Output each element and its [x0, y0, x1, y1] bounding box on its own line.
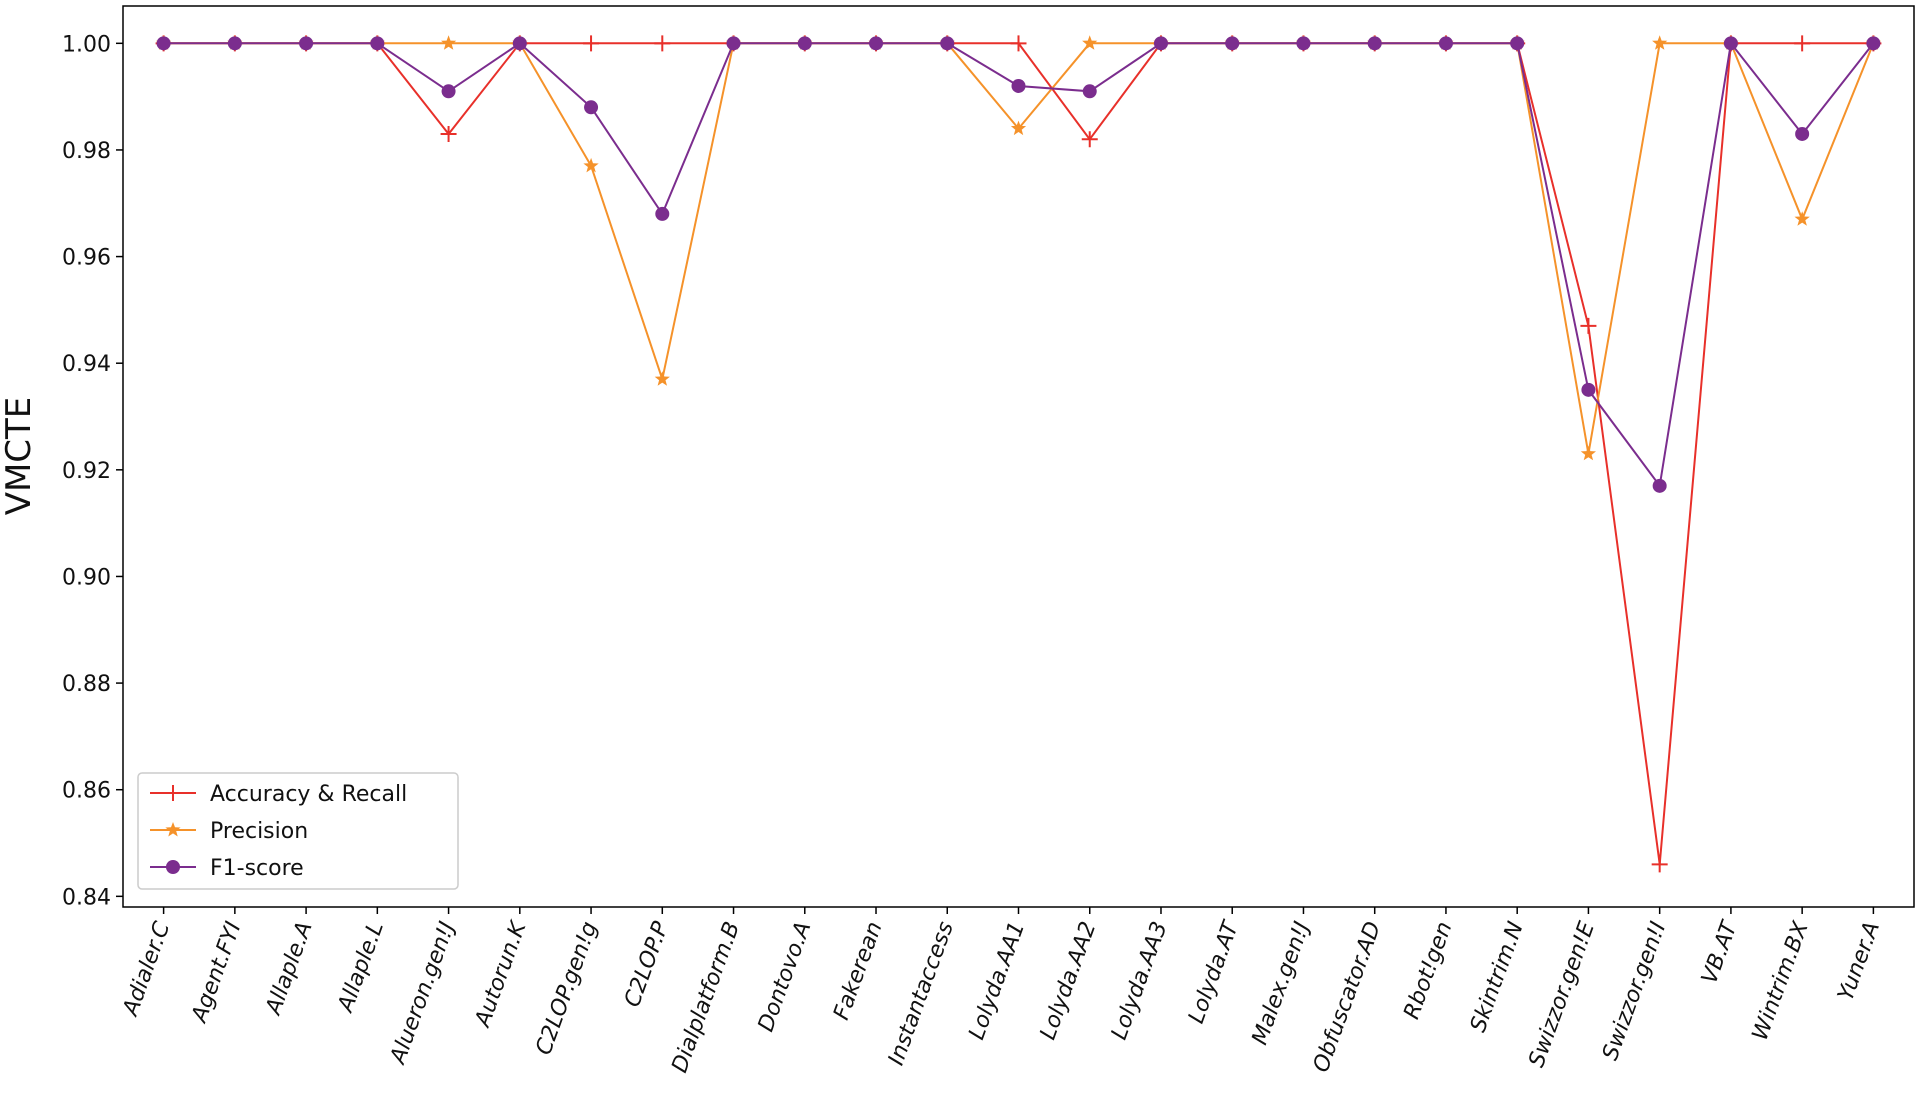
- x-tick-label: Dontovo.A: [754, 919, 817, 1036]
- marker-circle: [299, 36, 314, 51]
- x-tick-label: Obfuscator.AD: [1309, 919, 1387, 1076]
- marker-circle: [1581, 382, 1596, 397]
- series-line: [163, 42, 1875, 454]
- marker-plus: [440, 125, 457, 142]
- marker-circle: [655, 206, 670, 221]
- marker-plus: [583, 35, 600, 52]
- marker-circle: [1367, 36, 1382, 51]
- marker-circle: [166, 860, 180, 874]
- y-tick-label: 1.00: [62, 32, 111, 57]
- marker-star: [1652, 35, 1668, 50]
- y-tick-label: 0.96: [62, 246, 111, 271]
- marker-circle: [1795, 126, 1810, 141]
- y-tick-label: 0.88: [62, 672, 111, 697]
- y-tick-label: 0.86: [62, 779, 111, 804]
- marker-circle: [512, 36, 527, 51]
- marker-circle: [1652, 478, 1667, 493]
- x-tick-label: Swizzor.gen!E: [1524, 918, 1600, 1070]
- x-tick-label: Lolyda.AA3: [1107, 919, 1173, 1043]
- marker-circle: [726, 36, 741, 51]
- x-tick-label: VB.AT: [1697, 917, 1743, 987]
- x-tick-label: Allaple.A: [261, 919, 318, 1020]
- x-tick-label: Allaple.L: [333, 919, 389, 1017]
- x-tick-label: Agent.FYI: [186, 919, 246, 1028]
- marker-circle: [370, 36, 385, 51]
- y-tick-label: 0.84: [62, 885, 111, 910]
- x-tick-label: Fakerean: [829, 919, 888, 1024]
- marker-circle: [940, 36, 955, 51]
- marker-circle: [156, 36, 171, 51]
- x-tick-label: Autorun.K: [470, 917, 532, 1032]
- marker-star: [1082, 35, 1098, 50]
- series-line: [163, 40, 1875, 489]
- marker-plus: [1081, 131, 1098, 148]
- marker-circle: [227, 36, 242, 51]
- x-tick-label: Lolyda.AA2: [1036, 919, 1102, 1043]
- x-tick-label: Instantaccess: [884, 919, 959, 1069]
- x-tick-label: Alueron.gen!J: [385, 919, 460, 1069]
- x-tick-label: C2LOP.P: [620, 918, 674, 1011]
- y-tick-label: 0.90: [62, 565, 111, 590]
- y-tick-label: 0.98: [62, 139, 111, 164]
- marker-circle: [1510, 36, 1525, 51]
- plot-frame: [122, 5, 1915, 908]
- y-tick-label: 0.94: [62, 352, 111, 377]
- marker-plus: [1794, 35, 1811, 52]
- marker-plus: [1651, 856, 1668, 873]
- marker-circle: [1866, 36, 1881, 51]
- x-tick-label: Lolyda.AA1: [964, 919, 1030, 1043]
- legend-label: F1-score: [210, 856, 304, 881]
- x-tick-label: Malex.gen!J: [1248, 919, 1316, 1049]
- marker-star: [1794, 211, 1810, 226]
- marker-plus: [165, 785, 181, 801]
- marker-star: [654, 371, 670, 386]
- marker-plus: [1580, 317, 1597, 334]
- marker-circle: [1723, 36, 1738, 51]
- marker-circle: [1082, 84, 1097, 99]
- marker-circle: [1153, 36, 1168, 51]
- marker-plus: [654, 35, 671, 52]
- marker-circle: [869, 36, 884, 51]
- marker-circle: [1225, 36, 1240, 51]
- marker-star: [1010, 120, 1027, 136]
- x-tick-label: Adialer.C: [118, 918, 176, 1021]
- x-tick-label: Lolyda.AT: [1184, 917, 1244, 1027]
- x-tick-label: Rbot!gen: [1399, 919, 1457, 1023]
- x-tick-label: C2LOP.gen!g: [531, 918, 602, 1058]
- legend-box: [137, 772, 459, 890]
- marker-circle: [1438, 36, 1453, 51]
- marker-circle: [797, 36, 812, 51]
- marker-star: [583, 157, 599, 173]
- y-tick-label: 0.92: [62, 459, 111, 484]
- marker-circle: [1296, 36, 1311, 51]
- marker-circle: [584, 100, 599, 115]
- marker-circle: [1011, 78, 1026, 93]
- legend: Accuracy & Recall Precision F1-score: [137, 772, 459, 890]
- x-tick-label: Skintrim.N: [1466, 919, 1529, 1036]
- marker-star: [1580, 445, 1596, 461]
- x-tick-label: Dialplatform.B: [667, 919, 745, 1077]
- marker-circle: [441, 84, 456, 99]
- y-axis-label: VMCTE: [0, 397, 39, 516]
- marker-star: [165, 822, 181, 837]
- x-tick-label: Swizzor.gen!I: [1598, 919, 1671, 1064]
- series-line: [163, 42, 1874, 865]
- x-tick-label: Yuner.A: [1834, 919, 1886, 1005]
- legend-label: Precision: [210, 819, 308, 844]
- marker-plus: [1010, 35, 1027, 52]
- marker-star: [441, 35, 457, 50]
- x-tick-label: Wintrim.BX: [1748, 918, 1814, 1044]
- legend-label: Accuracy & Recall: [210, 782, 407, 807]
